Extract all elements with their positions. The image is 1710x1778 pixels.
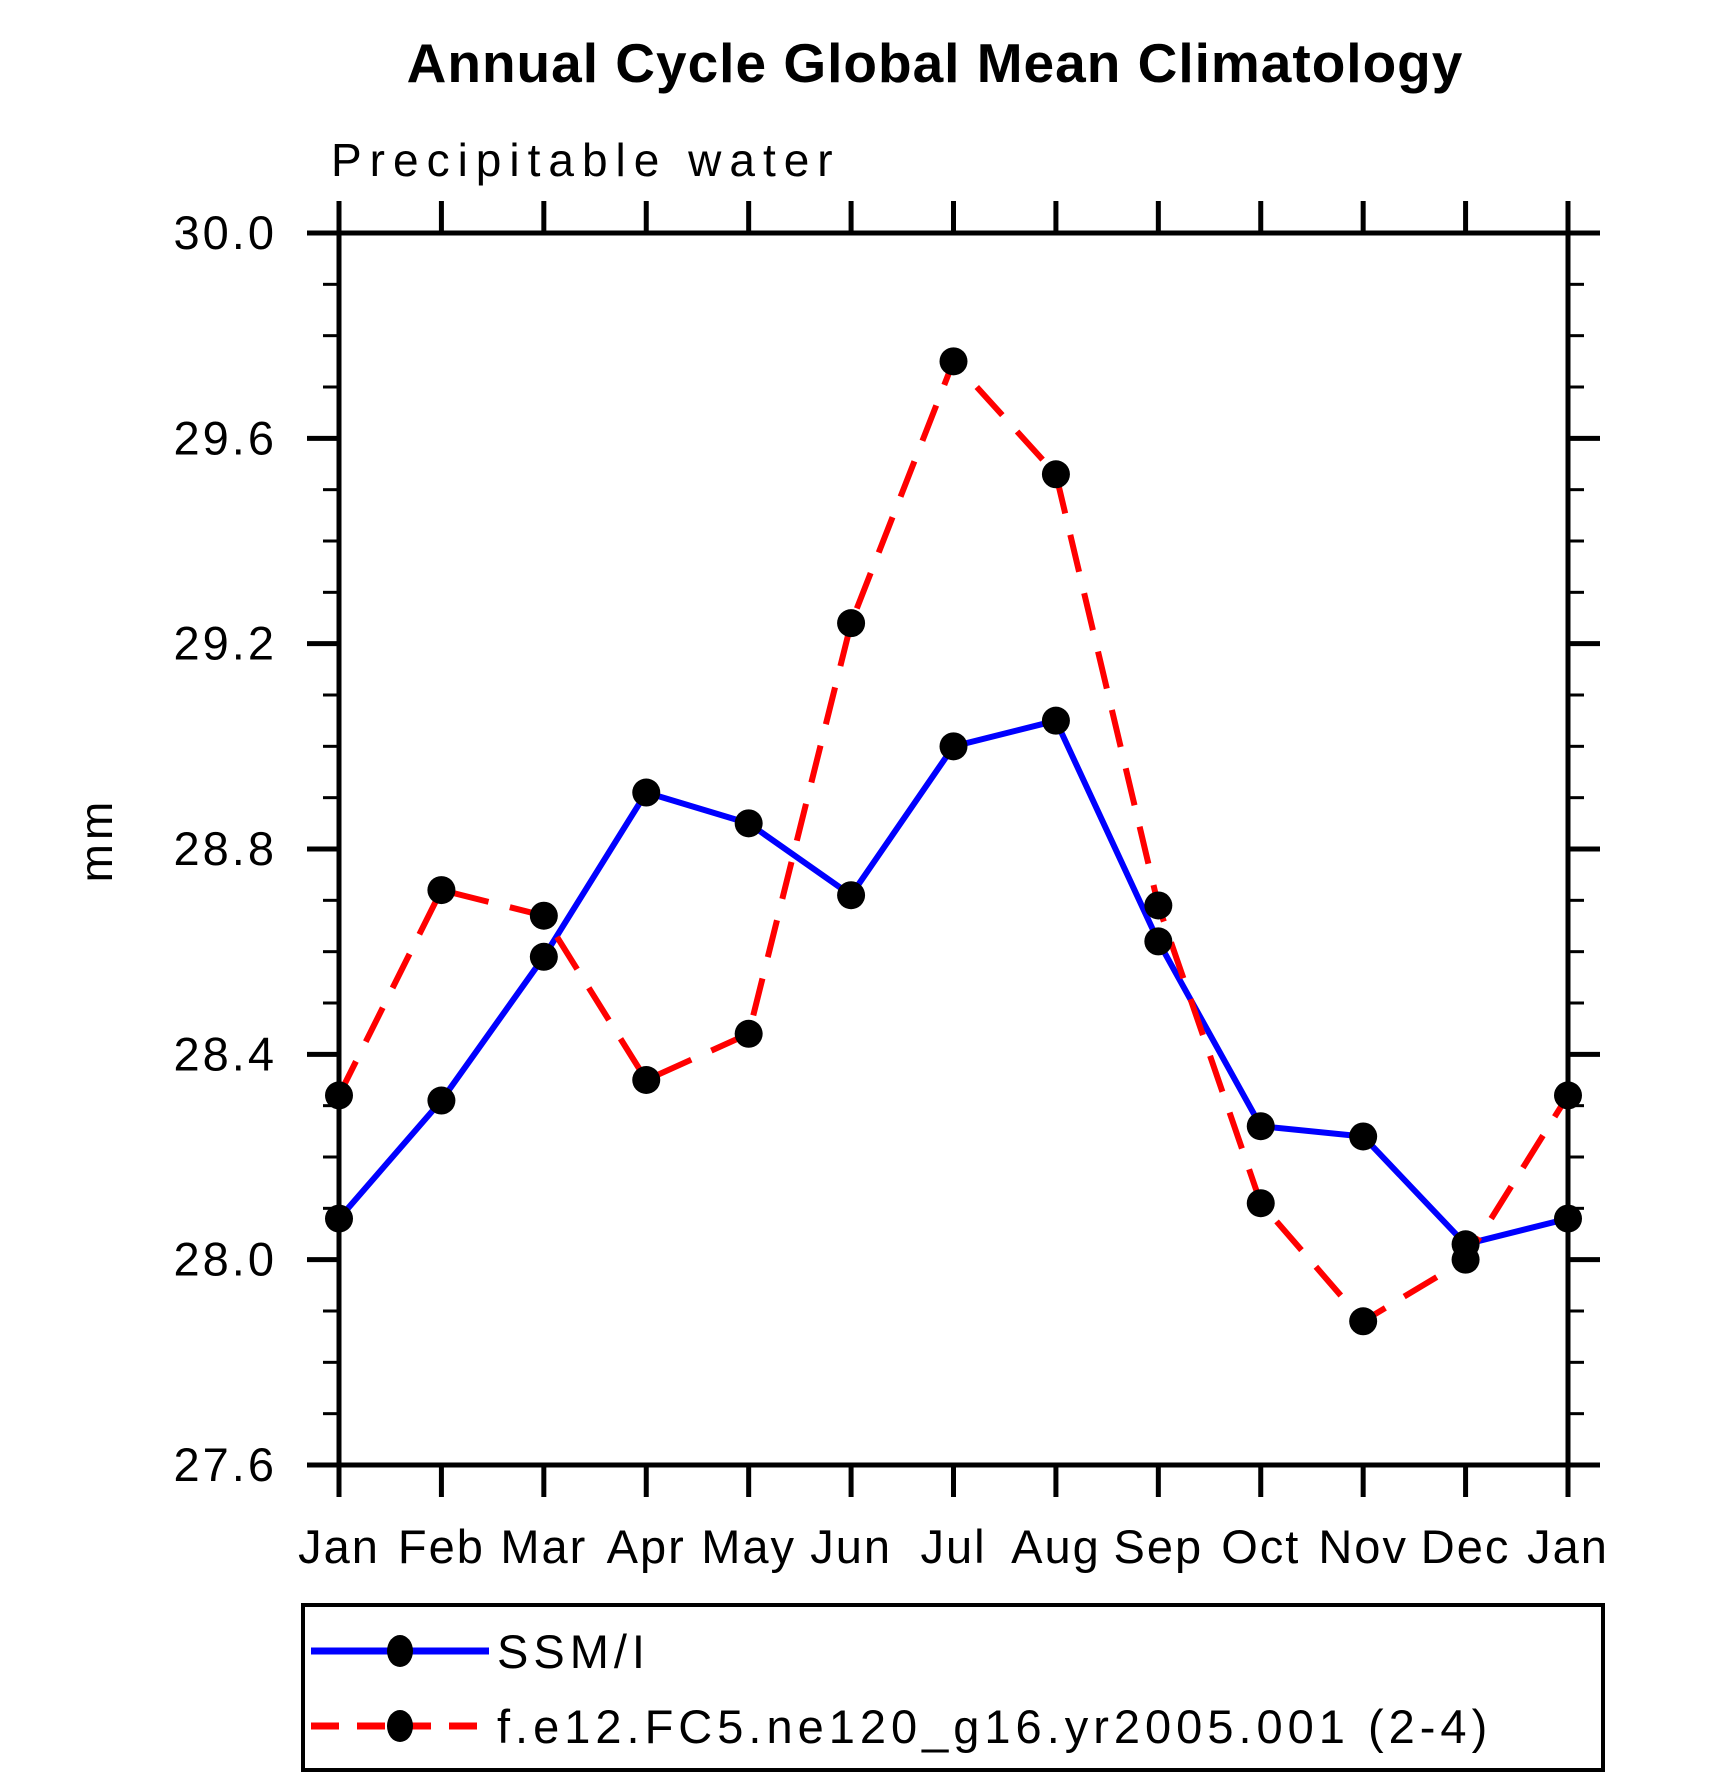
data-point	[734, 809, 763, 838]
x-tick-label: Dec	[1421, 1520, 1511, 1573]
data-point	[1041, 706, 1070, 735]
legend: SSM/I f.e12.FC5.ne120_g16.yr2005.001 (2-…	[301, 1603, 1605, 1772]
y-axis-title: mm	[70, 798, 122, 883]
y-tick-label: 28.4	[174, 1027, 277, 1080]
data-point	[939, 732, 968, 761]
data-point	[1246, 1112, 1275, 1141]
legend-box	[301, 1603, 1605, 1772]
x-tick-label: Aug	[1011, 1520, 1101, 1573]
x-tick-label: Jan	[298, 1520, 380, 1573]
data-point	[1349, 1122, 1378, 1151]
x-tick-labels: Jan Feb Mar Apr May Jun Jul Aug Sep Oct Nov Dec Jan	[298, 1520, 1609, 1573]
x-tick-label: Feb	[398, 1520, 485, 1573]
data-point	[529, 942, 558, 971]
x-tick-label: Oct	[1221, 1520, 1300, 1573]
data-point	[939, 347, 968, 376]
x-tick-label: Sep	[1114, 1520, 1204, 1573]
y-tick-labels: 27.6 28.0 28.4 28.8 29.2 29.6 30.0	[174, 206, 277, 1491]
x-tick-label: May	[701, 1520, 796, 1573]
legend-marker-icon	[387, 1635, 413, 1667]
series-line-0	[336, 717, 1569, 1248]
data-point	[837, 609, 866, 638]
data-point	[427, 1086, 456, 1115]
legend-label-ssmi: SSM/I	[497, 1625, 650, 1678]
data-point	[837, 881, 866, 910]
x-tick-label: Apr	[607, 1520, 686, 1573]
axis-ticks	[307, 201, 1600, 1497]
data-point	[325, 1081, 353, 1110]
data-point	[1144, 927, 1173, 956]
x-tick-label: Jun	[810, 1520, 892, 1573]
legend-label-model: f.e12.FC5.ne120_g16.yr2005.001 (2-4)	[497, 1700, 1492, 1753]
y-tick-label: 28.8	[174, 822, 277, 875]
data-point	[632, 778, 661, 807]
x-tick-label: Jul	[920, 1520, 986, 1573]
legend-marker-icon	[387, 1710, 413, 1742]
plot-frame	[336, 230, 1571, 1468]
data-series	[325, 347, 1582, 1336]
data-point	[1451, 1245, 1480, 1274]
chart-title: Annual Cycle Global Mean Climatology	[407, 32, 1464, 94]
y-tick-label: 30.0	[174, 206, 277, 259]
y-tick-label: 28.0	[174, 1233, 277, 1286]
y-tick-label: 27.6	[174, 1438, 277, 1491]
data-point	[1041, 460, 1070, 489]
data-point	[325, 1204, 353, 1233]
x-tick-label: Nov	[1318, 1520, 1408, 1573]
series-line-1	[336, 355, 1571, 1326]
chart-subtitle: Precipitable water	[331, 134, 841, 186]
y-tick-label: 29.6	[174, 411, 277, 464]
data-point	[632, 1066, 661, 1094]
data-point	[1349, 1307, 1378, 1336]
y-tick-label: 29.2	[174, 617, 277, 670]
data-point	[734, 1019, 763, 1048]
data-point	[1554, 1204, 1582, 1233]
data-point	[1554, 1081, 1582, 1110]
data-point	[529, 901, 558, 930]
data-point	[1246, 1189, 1275, 1218]
data-point	[427, 876, 456, 905]
x-tick-label: Mar	[500, 1520, 587, 1573]
x-tick-label: Jan	[1527, 1520, 1609, 1573]
data-point	[1144, 891, 1173, 920]
